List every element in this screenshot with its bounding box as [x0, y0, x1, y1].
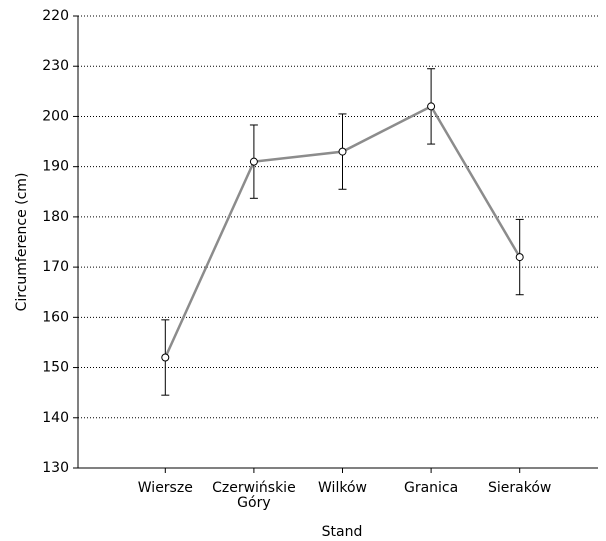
- data-point: [249, 157, 258, 166]
- x-axis-label: Stand: [322, 524, 363, 540]
- y-tick-label: 140: [42, 410, 69, 426]
- x-tick-label: Wiersze: [137, 480, 193, 496]
- y-tick-label: 200: [42, 108, 69, 124]
- data-point: [427, 102, 436, 111]
- x-tick-label: Wilków: [318, 480, 367, 496]
- data-point: [515, 253, 524, 262]
- x-tick-label: Czerwińskie Góry: [212, 480, 296, 511]
- x-tick-label: Sieraków: [488, 480, 552, 496]
- y-tick-label: 230: [42, 58, 69, 74]
- y-tick-label: 180: [42, 209, 69, 225]
- data-point: [338, 147, 347, 156]
- y-tick-label: 170: [42, 259, 69, 275]
- y-tick-label: 220: [42, 8, 69, 24]
- x-tick-label: Granica: [403, 480, 459, 496]
- data-point: [161, 353, 170, 362]
- y-tick-label: 160: [42, 309, 69, 325]
- y-tick-label: 150: [42, 360, 69, 376]
- y-tick-label: 190: [42, 159, 69, 175]
- y-tick-label: 130: [42, 460, 69, 476]
- y-axis-label: Circumference (cm): [14, 173, 30, 312]
